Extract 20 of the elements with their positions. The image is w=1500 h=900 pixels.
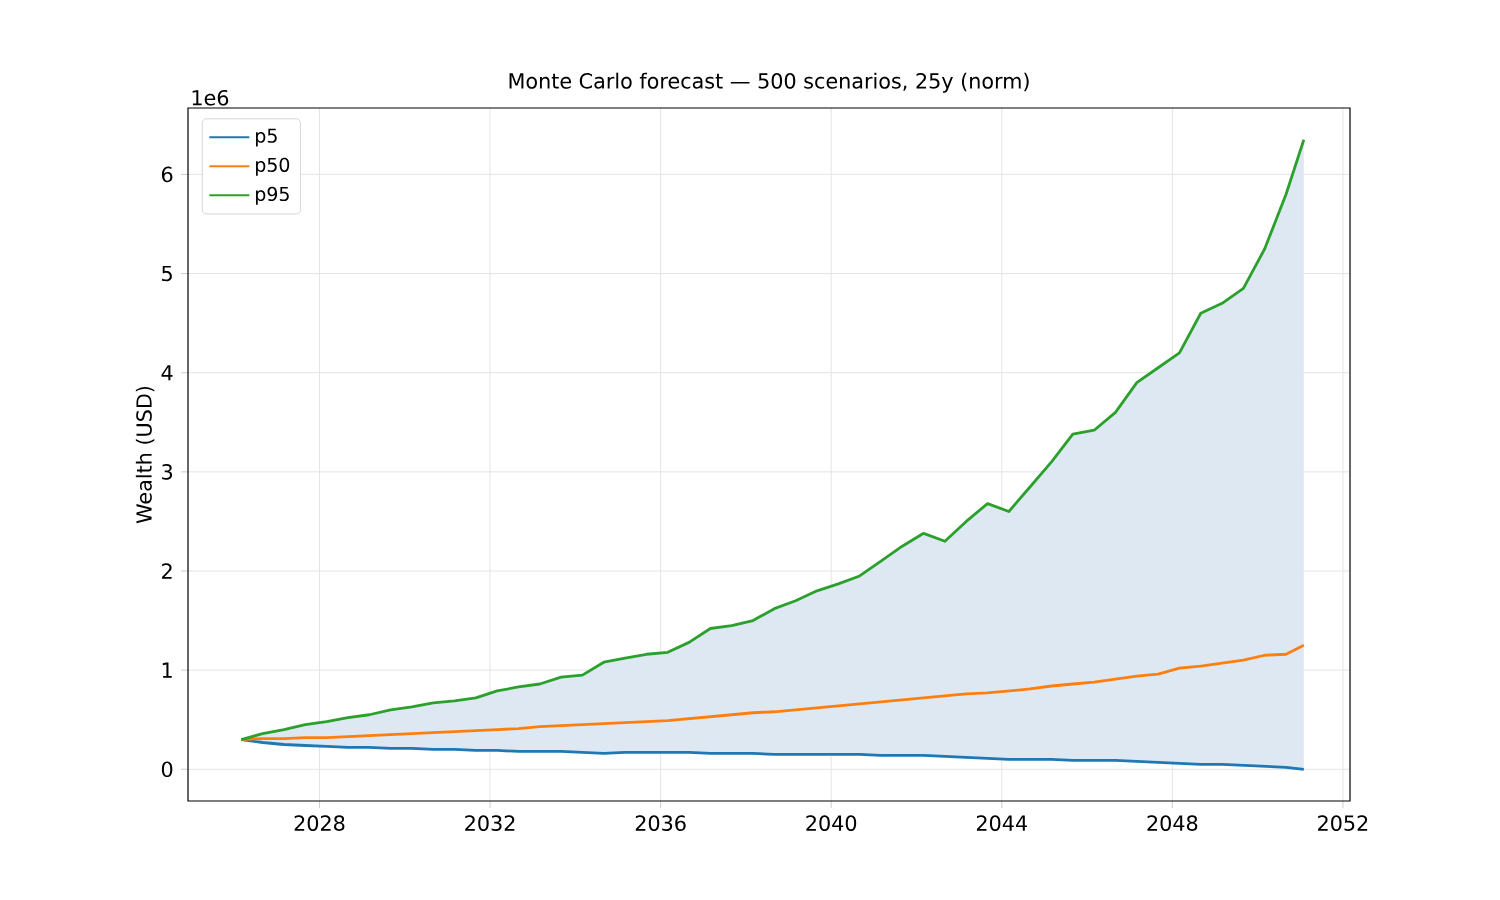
y-tick-label: 4 — [161, 365, 173, 381]
x-tick-label: 2040 — [806, 815, 857, 831]
x-tick-label: 2036 — [635, 815, 686, 831]
chart-title: Monte Carlo forecast — 500 scenarios, 25y (norm) — [509, 72, 1029, 93]
text: 1e6 — [192, 89, 229, 106]
y-tick-label: 6 — [161, 166, 173, 183]
x-tick-label: 2028 — [294, 815, 345, 831]
x-tick-label: 2052 — [1318, 815, 1368, 831]
legend-label: p50 — [256, 157, 290, 176]
y-tick-label: 0 — [161, 761, 173, 778]
y-axis-title: Wealth (USD) — [135, 386, 155, 524]
x-tick-label: 2048 — [1147, 815, 1198, 831]
y-tick-label: 1 — [162, 662, 172, 678]
y-tick-label: 2 — [162, 563, 172, 579]
legend-label: p95 — [256, 186, 289, 205]
x-tick-label: 2044 — [976, 815, 1027, 831]
y-tick-label: 5 — [162, 265, 172, 282]
x-tick-label: 2032 — [465, 815, 515, 831]
legend-label: p5 — [256, 128, 277, 147]
y-tick-label: 3 — [162, 464, 173, 480]
